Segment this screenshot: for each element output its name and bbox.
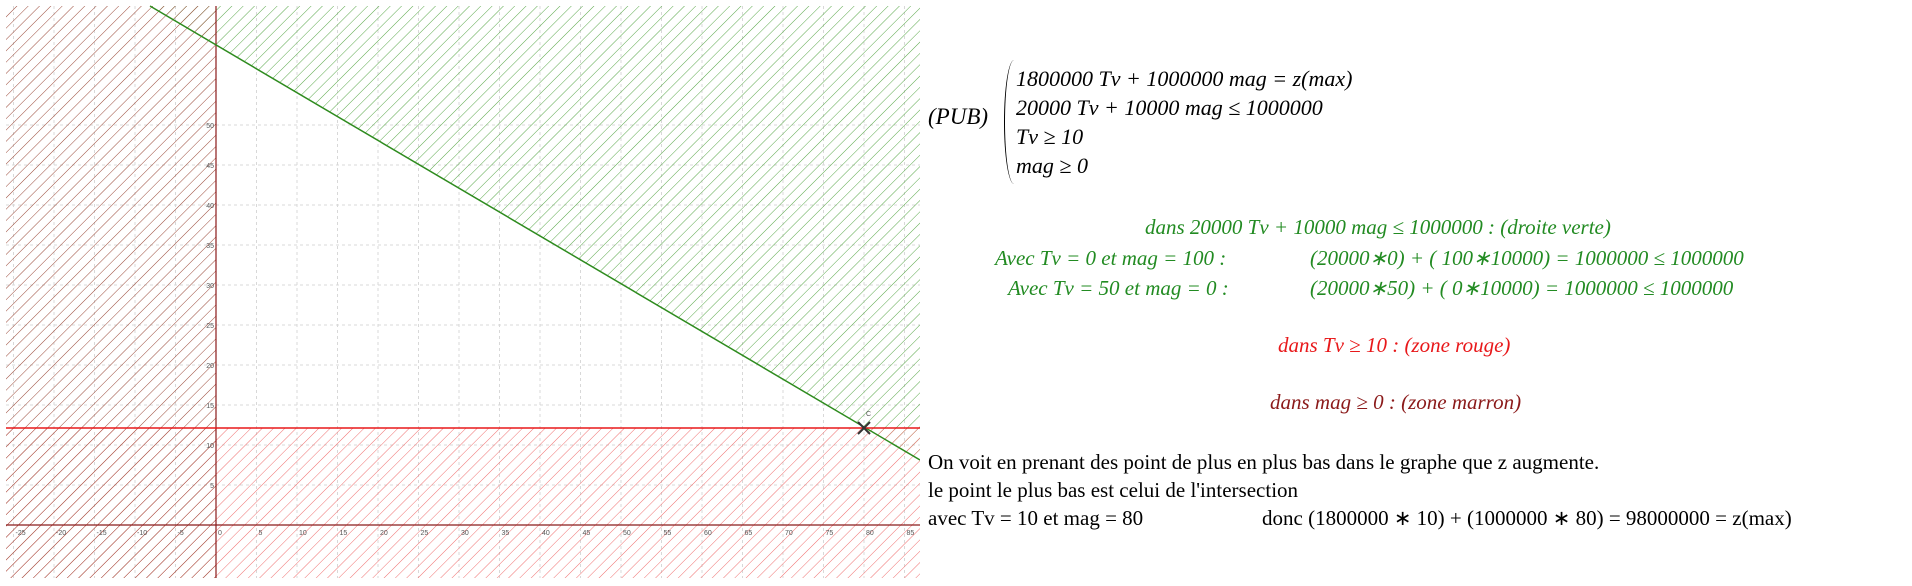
y-tick-label: 20 [206,363,214,370]
green-constraint-line [149,5,920,461]
intersection-point: C [857,411,871,435]
tick-labels: -25 -20 -15 -10 -5 0 5 10 15 20 25 30 35 40 45 50 55 60 65… [16,123,915,537]
x-tick-label: -15 [97,530,107,537]
x-tick-label: 85 [907,530,915,537]
x-tick-label: 5 [259,530,263,537]
x-tick-label: 80 [866,530,874,537]
y-tick-label: 30 [206,283,214,290]
green-row1-right: (20000∗0) + ( 100∗10000) = 1000000 ≤ 100… [1310,246,1744,270]
y-tick-label: 50 [206,123,214,130]
green-block-title: dans 20000 Tv + 10000 mag ≤ 1000000 : (d… [1145,215,1611,239]
brown-hatched-region [6,6,216,578]
y-tick-label: 5 [210,483,214,490]
x-tick-label: 45 [583,530,591,537]
system-line-constraint-budget: 20000 Tv + 10000 mag ≤ 1000000 [1016,95,1323,120]
y-tick-label: 40 [206,203,214,210]
y-tick-label: 25 [206,323,214,330]
system-line-constraint-tv: Tv ≥ 10 [1016,124,1084,149]
green-row2-left: Avec Tv = 50 et mag = 0 : [1008,276,1229,300]
y-tick-label: 15 [206,403,214,410]
x-tick-label: 40 [542,530,550,537]
brown-zone-text: dans mag ≥ 0 : (zone marron) [1270,390,1522,414]
x-tick-label: 65 [745,530,753,537]
y-tick-label: 10 [206,443,214,450]
x-tick-label: 35 [502,530,510,537]
system-brace [1004,60,1015,184]
system-name: (PUB) [928,104,989,129]
x-tick-label: 55 [664,530,672,537]
graph-area: -25 -20 -15 -10 -5 0 5 10 15 20 25 30 35 40 45 50 55 60 65… [6,5,920,578]
green-row1-left: Avec Tv = 0 et mag = 100 : [995,246,1227,270]
x-tick-label: 25 [421,530,429,537]
x-tick-label: -20 [56,530,66,537]
x-tick-label: 15 [340,530,348,537]
system-line-objective: 1800000 Tv + 1000000 mag = z(max) [1016,66,1353,91]
x-tick-label: 30 [461,530,469,537]
conclusion-line-2: le point le plus bas est celui de l'inte… [928,478,1299,502]
x-tick-label: 10 [299,530,307,537]
x-tick-label: -25 [16,530,26,537]
x-tick-label: 20 [380,530,388,537]
red-zone-text: dans Tv ≥ 10 : (zone rouge) [1278,333,1511,357]
conclusion-line-1: On voit en prenant des point de plus en … [928,450,1600,474]
y-tick-label: 45 [206,163,214,170]
conclusion-line-3-left: avec Tv = 10 et mag = 80 [928,506,1144,530]
x-tick-label: 75 [826,530,834,537]
x-tick-label: 70 [785,530,793,537]
x-tick-label: 50 [623,530,631,537]
conclusion-line-3-right: donc (1800000 ∗ 10) + (1000000 ∗ 80) = 9… [1262,506,1792,530]
intersection-label: C [866,411,871,418]
green-row2-right: (20000∗50) + ( 0∗10000) = 1000000 ≤ 1000… [1310,276,1734,300]
x-tick-label: -10 [137,530,147,537]
x-tick-label: 60 [704,530,712,537]
y-tick-label: 35 [206,243,214,250]
x-tick-label: 0 [218,530,222,537]
system-line-constraint-mag: mag ≥ 0 [1016,153,1088,178]
x-tick-label: -5 [178,530,184,537]
